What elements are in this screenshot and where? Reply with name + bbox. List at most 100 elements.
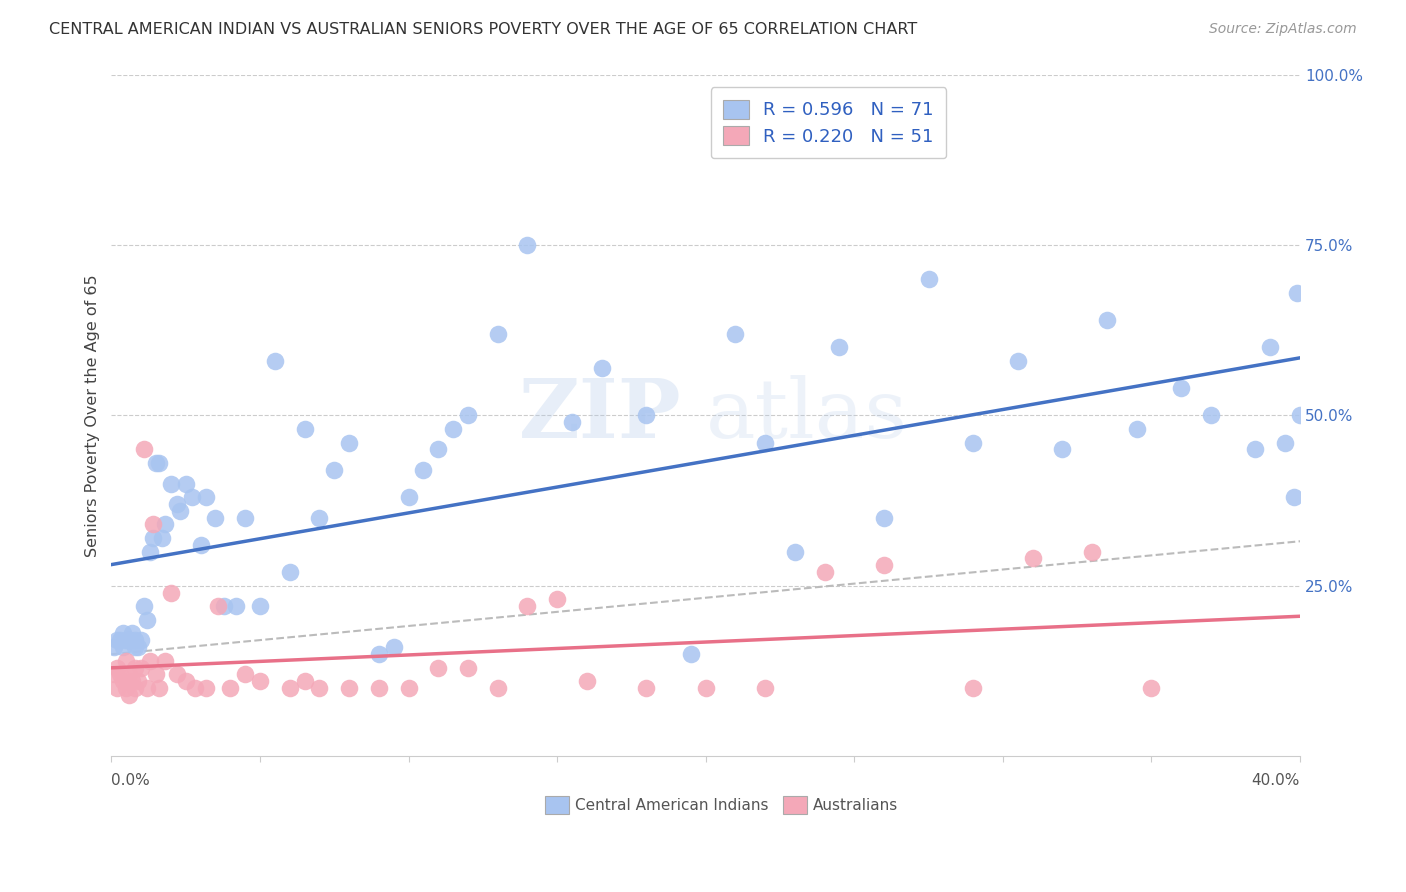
- Point: [873, 510, 896, 524]
- Point: [129, 660, 152, 674]
- Text: Australians: Australians: [813, 797, 898, 813]
- Point: [153, 654, 176, 668]
- Point: [127, 640, 149, 654]
- Point: [962, 435, 984, 450]
- Point: [398, 490, 420, 504]
- Point: [873, 558, 896, 573]
- Point: [263, 354, 285, 368]
- Text: ZIP: ZIP: [519, 376, 682, 455]
- Text: 40.0%: 40.0%: [1251, 773, 1301, 789]
- Point: [1007, 354, 1029, 368]
- Point: [183, 681, 205, 695]
- Point: [142, 531, 165, 545]
- Point: [145, 667, 167, 681]
- Point: [308, 681, 330, 695]
- Point: [148, 681, 170, 695]
- Point: [204, 510, 226, 524]
- Point: [169, 504, 191, 518]
- Point: [233, 667, 256, 681]
- Point: [132, 442, 155, 457]
- Point: [591, 360, 613, 375]
- Point: [118, 667, 141, 681]
- Point: [195, 490, 218, 504]
- Point: [160, 476, 183, 491]
- Point: [695, 681, 717, 695]
- Point: [219, 681, 242, 695]
- Point: [1274, 435, 1296, 450]
- Point: [112, 674, 135, 689]
- Point: [441, 422, 464, 436]
- Point: [457, 409, 479, 423]
- Point: [153, 517, 176, 532]
- Point: [1140, 681, 1163, 695]
- Point: [486, 326, 509, 341]
- Point: [636, 409, 658, 423]
- Point: [561, 415, 583, 429]
- Point: [145, 456, 167, 470]
- Point: [546, 592, 568, 607]
- Point: [118, 633, 141, 648]
- Point: [575, 674, 598, 689]
- Point: [412, 463, 434, 477]
- Point: [124, 633, 146, 648]
- Point: [115, 681, 138, 695]
- Point: [1286, 285, 1309, 300]
- Point: [679, 647, 702, 661]
- Point: [233, 510, 256, 524]
- Point: [249, 599, 271, 614]
- Point: [207, 599, 229, 614]
- Point: [427, 442, 450, 457]
- Point: [174, 476, 197, 491]
- Point: [174, 674, 197, 689]
- Point: [516, 599, 538, 614]
- Text: Source: ZipAtlas.com: Source: ZipAtlas.com: [1209, 22, 1357, 37]
- Point: [136, 613, 159, 627]
- Point: [110, 667, 132, 681]
- Point: [1081, 544, 1104, 558]
- Bar: [546, 797, 569, 814]
- Point: [142, 517, 165, 532]
- Point: [139, 654, 162, 668]
- Point: [724, 326, 747, 341]
- Point: [118, 688, 141, 702]
- Point: [139, 544, 162, 558]
- Point: [813, 565, 835, 579]
- Text: CENTRAL AMERICAN INDIAN VS AUSTRALIAN SENIORS POVERTY OVER THE AGE OF 65 CORRELA: CENTRAL AMERICAN INDIAN VS AUSTRALIAN SE…: [49, 22, 918, 37]
- Point: [103, 640, 125, 654]
- Point: [115, 654, 138, 668]
- Point: [225, 599, 247, 614]
- Point: [457, 660, 479, 674]
- Point: [783, 544, 806, 558]
- Point: [1282, 490, 1305, 504]
- Point: [1258, 340, 1281, 354]
- Text: atlas: atlas: [706, 376, 908, 455]
- Point: [828, 340, 851, 354]
- Point: [150, 531, 173, 545]
- Point: [127, 674, 149, 689]
- Point: [754, 435, 776, 450]
- Text: 0.0%: 0.0%: [111, 773, 150, 789]
- Point: [121, 674, 143, 689]
- Point: [278, 565, 301, 579]
- Point: [962, 681, 984, 695]
- Point: [166, 667, 188, 681]
- Y-axis label: Seniors Poverty Over the Age of 65: Seniors Poverty Over the Age of 65: [86, 274, 100, 557]
- Point: [105, 681, 128, 695]
- Point: [1052, 442, 1074, 457]
- Text: Central American Indians: Central American Indians: [575, 797, 769, 813]
- Point: [323, 463, 346, 477]
- Point: [110, 633, 132, 648]
- Point: [294, 422, 316, 436]
- Point: [148, 456, 170, 470]
- Point: [112, 640, 135, 654]
- Point: [136, 681, 159, 695]
- Point: [308, 510, 330, 524]
- Point: [398, 681, 420, 695]
- Point: [337, 435, 360, 450]
- Point: [180, 490, 202, 504]
- Point: [754, 681, 776, 695]
- Point: [166, 497, 188, 511]
- Bar: [783, 797, 807, 814]
- Point: [427, 660, 450, 674]
- Point: [486, 681, 509, 695]
